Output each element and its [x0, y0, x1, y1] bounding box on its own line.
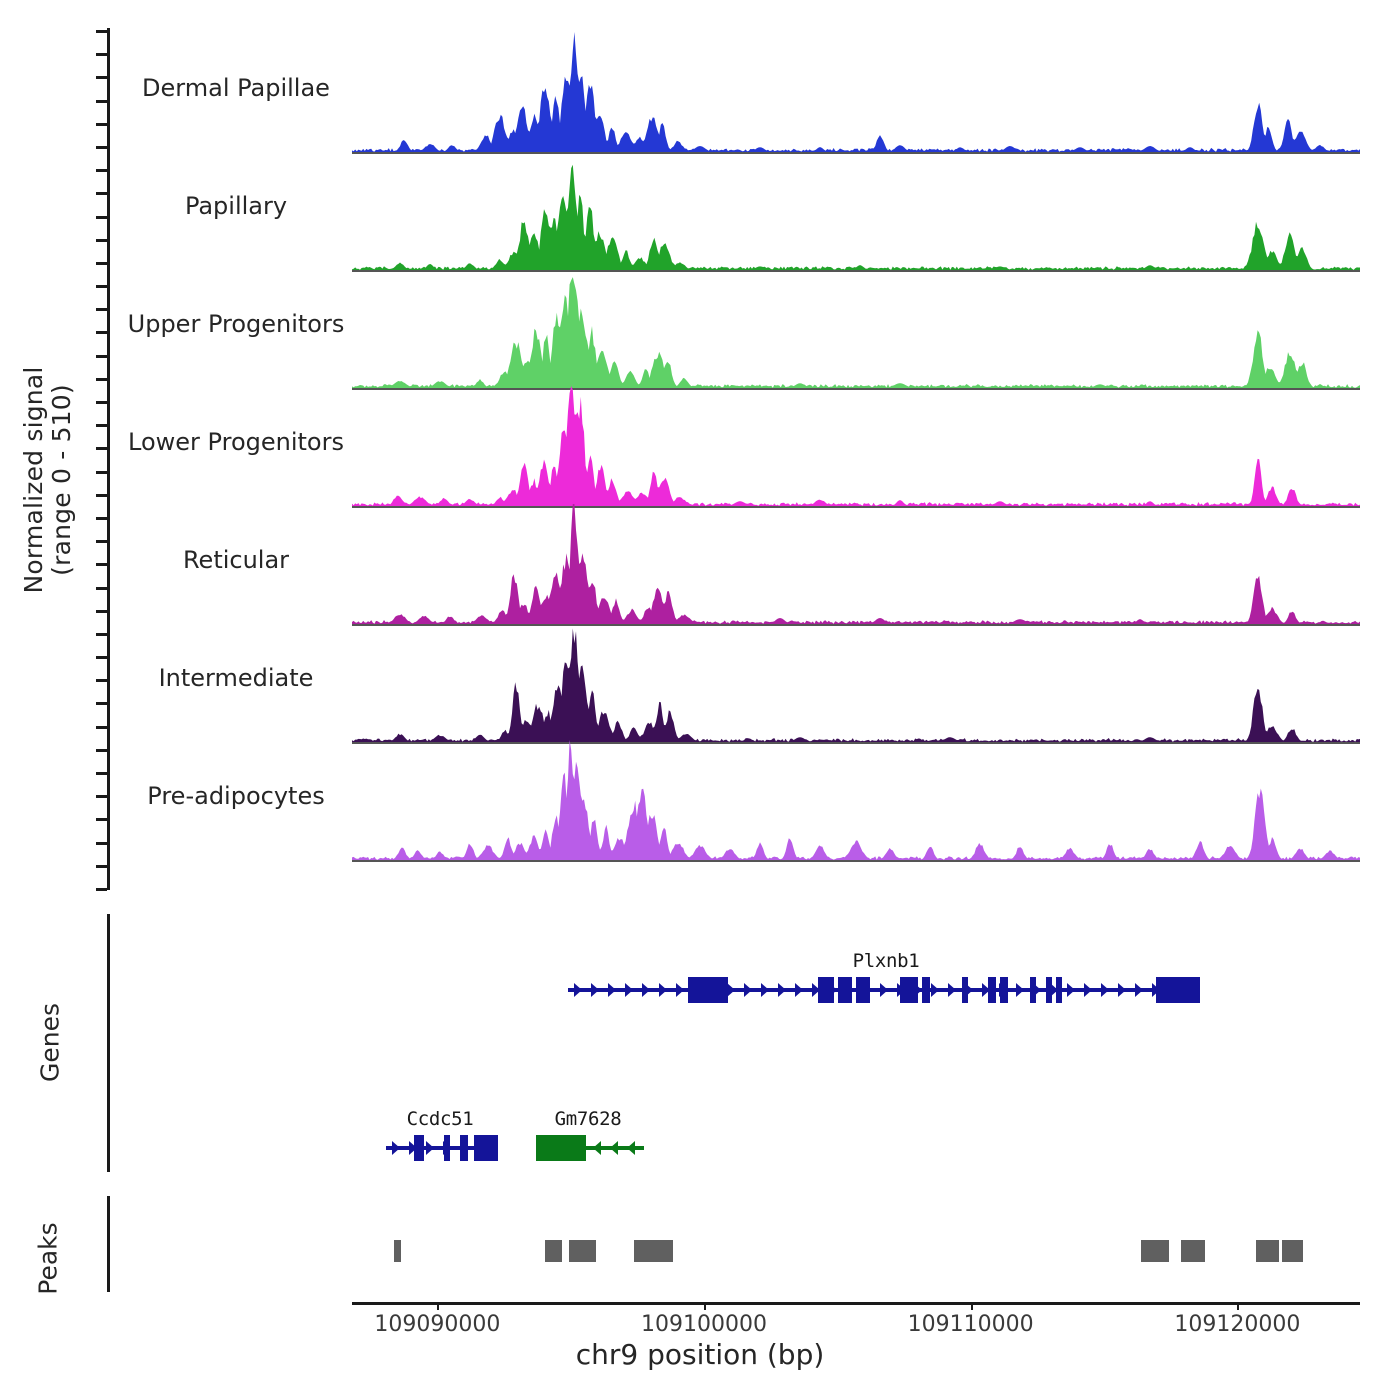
signal-axis-tick [96, 331, 107, 335]
x-axis-tick-label: 109100000 [641, 1312, 767, 1337]
track-label-papillary: Papillary [184, 192, 288, 220]
signal-axis-tick [96, 772, 107, 776]
signal-axis-tick [96, 308, 107, 312]
signal-axis-tick [96, 122, 107, 126]
gene-plxnb1[interactable] [568, 977, 1200, 1003]
x-axis-tick-label: 109120000 [1174, 1312, 1301, 1337]
track-baseline [352, 860, 1360, 862]
y-axis-label: Normalized signal (range 0 - 510) [19, 366, 76, 594]
signal-axis-tick [96, 748, 107, 752]
peak-region[interactable] [634, 1240, 673, 1262]
gene-label-gm7628: Gm7628 [554, 1108, 622, 1130]
track-baseline [352, 624, 1360, 626]
signal-axis-tick [96, 377, 107, 381]
signal-axis-tick [96, 145, 107, 149]
signal-axis-tick [96, 609, 107, 613]
signal-axis-tick [96, 401, 107, 405]
signal-axis-tick [96, 192, 107, 196]
x-axis-tick [704, 1302, 706, 1310]
signal-axis-tick [96, 563, 107, 567]
signal-axis-tick [96, 53, 107, 57]
signal-track-upper-progenitors [352, 268, 1360, 388]
signal-axis-tick [96, 76, 107, 80]
genes-axis-label: Genes [35, 1003, 65, 1083]
signal-axis-tick [96, 447, 107, 451]
peak-region[interactable] [394, 1240, 401, 1262]
gene-gm7628[interactable] [536, 1135, 644, 1161]
signal-axis-tick [96, 238, 107, 242]
gene-label-plxnb1: Plxnb1 [852, 950, 920, 972]
signal-axis-tick [96, 261, 107, 265]
signal-track-papillary [352, 150, 1360, 270]
peak-region[interactable] [1256, 1240, 1279, 1262]
x-axis-label: chr9 position (bp) [575, 1338, 825, 1371]
x-axis-tick-label: 109110000 [907, 1312, 1034, 1337]
signal-axis-tick [96, 725, 107, 729]
signal-track-reticular [352, 504, 1360, 624]
signal-axis-tick [96, 30, 107, 33]
track-label-lower-progenitors: Lower Progenitors [128, 428, 344, 456]
track-label-intermediate: Intermediate [158, 664, 314, 692]
signal-axis-tick [96, 702, 107, 706]
track-label-upper-progenitors: Upper Progenitors [127, 310, 345, 338]
signal-track-lower-progenitors [352, 386, 1360, 506]
signal-track-intermediate [352, 622, 1360, 742]
gene-ccdc51[interactable] [386, 1135, 498, 1161]
signal-axis-tick [96, 864, 107, 868]
peak-region[interactable] [1282, 1240, 1303, 1262]
track-label-pre-adipocytes: Pre-adipocytes [147, 782, 325, 810]
track-baseline [352, 152, 1360, 154]
peak-region[interactable] [569, 1240, 596, 1262]
signal-axis-tick [96, 540, 107, 544]
track-baseline [352, 270, 1360, 272]
signal-axis-tick [96, 354, 107, 358]
peak-region[interactable] [545, 1240, 562, 1262]
signal-axis-tick [96, 169, 107, 173]
signal-axis-tick [96, 841, 107, 845]
track-label-dermal-papillae: Dermal Papillae [142, 74, 330, 102]
signal-axis-tick [96, 470, 107, 474]
signal-axis-tick [96, 888, 107, 891]
signal-axis-spine [107, 28, 110, 890]
gene-label-ccdc51: Ccdc51 [406, 1108, 474, 1130]
signal-track-pre-adipocytes [352, 740, 1360, 860]
track-label-reticular: Reticular [182, 546, 290, 574]
x-axis-tick [437, 1302, 440, 1310]
peak-region[interactable] [1181, 1240, 1205, 1262]
track-baseline [352, 506, 1360, 508]
signal-axis-tick [96, 818, 107, 822]
signal-axis-tick [96, 493, 107, 497]
signal-axis-tick [96, 632, 107, 636]
peak-region[interactable] [1141, 1240, 1169, 1262]
signal-axis-tick [96, 285, 107, 289]
signal-axis-tick [96, 656, 107, 660]
peaks-axis-spine [107, 1196, 110, 1292]
signal-axis-tick [96, 679, 107, 683]
x-axis-tick [970, 1302, 973, 1310]
signal-axis-tick [96, 795, 107, 799]
signal-axis-tick [96, 424, 107, 428]
x-axis-tick [1237, 1302, 1240, 1310]
signal-axis-tick [96, 99, 107, 103]
x-axis-line [352, 1302, 1360, 1305]
signal-axis-tick [96, 586, 107, 590]
signal-track-dermal-papillae [352, 32, 1360, 152]
x-axis-tick-label: 109090000 [374, 1312, 501, 1337]
signal-axis-tick [96, 516, 107, 520]
signal-axis-tick [96, 215, 107, 219]
track-baseline [352, 388, 1360, 390]
track-baseline [352, 742, 1360, 744]
genes-axis-spine [107, 914, 110, 1172]
peaks-axis-label: Peaks [33, 1222, 63, 1295]
